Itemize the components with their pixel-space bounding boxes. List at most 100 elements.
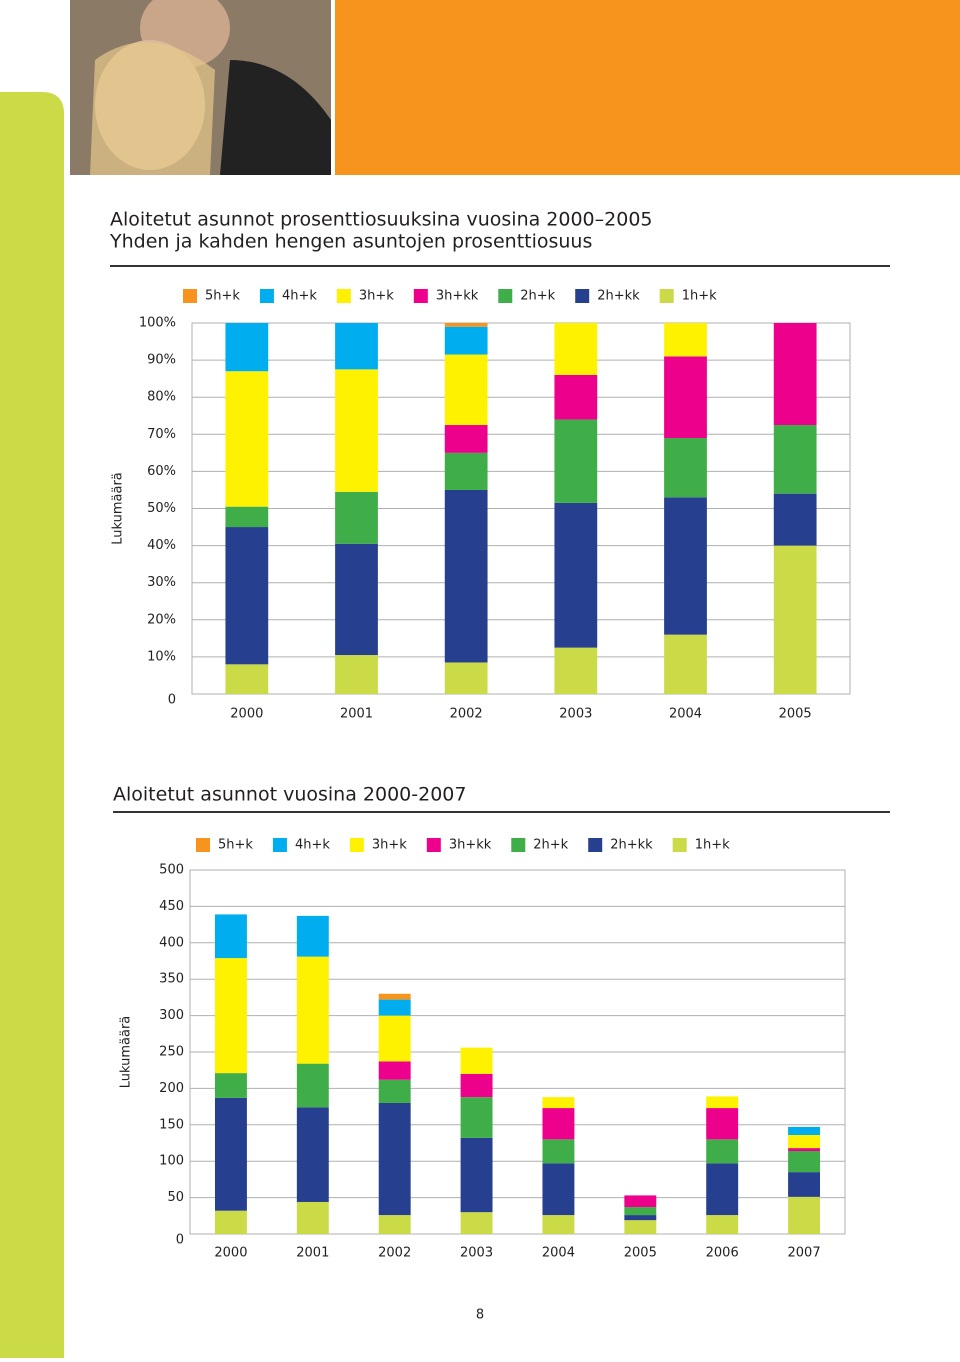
legend-swatch [575,289,590,303]
y-tick-label: 50% [147,501,176,516]
x-tick-label: 2003 [559,707,592,722]
x-tick-label: 2002 [450,707,483,722]
legend-label: 1h+k [695,838,730,853]
legend-swatch [672,838,687,852]
x-tick-label: 2003 [460,1246,493,1261]
bar-segment [554,323,598,375]
y-tick-label: 60% [147,464,176,479]
legend-label: 5h+k [205,289,240,304]
legend-label: 2h+kk [610,838,653,853]
y-tick-label: 350 [159,972,184,987]
bar-segment [664,356,707,439]
bar-segment [706,1139,739,1164]
bar-segment [335,655,378,694]
x-tick-label: 2005 [779,707,812,722]
y-tick-label: 0 [176,1233,184,1248]
bar-segment [542,1097,575,1109]
bar-segment [788,1151,821,1173]
y-tick-label: 20% [147,612,176,627]
bar-segment [214,1073,247,1098]
legend-swatch [196,838,210,852]
bar-segment [460,1047,493,1074]
bar-segment [296,956,329,1064]
bar-segment [214,1210,247,1234]
y-tick-label: 200 [159,1081,184,1096]
bar-segment [554,374,598,420]
bar-segment [460,1097,493,1138]
bar-segment [225,371,269,507]
legend-label: 4h+k [295,838,330,853]
bar-segment [554,419,598,503]
bar-segment [706,1163,739,1216]
x-tick-label: 2001 [296,1246,329,1261]
y-axis-label: Lukumäärä [111,472,126,545]
bar-segment [554,647,598,694]
legend-label: 4h+k [282,289,317,304]
chart-subtitle: Yhden ja kahden hengen asuntojen prosent… [109,231,592,253]
legend-swatch [272,838,287,852]
legend-swatch [413,289,428,303]
legend-label: 2h+k [533,838,568,853]
bar-segment [788,1126,821,1135]
bar-segment [460,1212,493,1234]
bar-segment [296,915,329,957]
legend-swatch [336,289,351,303]
plot-frame [191,322,851,695]
y-tick-label: 100 [159,1154,184,1169]
x-tick-label: 2005 [624,1246,657,1261]
bar-segment [444,662,488,694]
bar-segment [378,1102,411,1216]
legend-label: 2h+kk [597,289,640,304]
legend-swatch [259,289,274,303]
bar-segment [542,1163,575,1216]
legend-label: 3h+kk [436,289,479,304]
bar-segment [788,1134,821,1149]
bar-segment [542,1108,575,1140]
bar-segment [378,999,411,1016]
bar-segment [788,1196,821,1234]
bar-segment [296,1063,329,1108]
bar-segment [444,326,488,355]
plot-frame [189,869,846,1235]
bar-segment [773,545,817,694]
bar-segment [225,323,269,372]
y-tick-label: 30% [147,575,176,590]
bar-segment [335,491,378,544]
legend-label: 3h+k [372,838,407,853]
bar-segment [554,502,598,648]
bar-segment [773,323,817,426]
legend-label: 3h+kk [449,838,492,853]
bar-segment [773,493,817,546]
x-tick-label: 2001 [340,707,373,722]
legend-swatch [498,289,513,303]
bar-segment [444,323,488,327]
bar-segment [214,914,247,959]
bar-segment [225,527,269,665]
bar-segment [624,1207,657,1216]
bar-segment [335,369,378,492]
y-tick-label: 100% [139,316,176,331]
y-tick-label: 300 [159,1008,184,1023]
bar-segment [444,354,488,426]
bar-segment [225,664,269,694]
y-tick-label: 0 [168,693,176,708]
x-tick-label: 2004 [669,707,702,722]
legend-swatch [349,838,364,852]
y-tick-label: 150 [159,1117,184,1132]
y-axis-label: Lukumäärä [119,1016,134,1089]
legend-label: 2h+k [520,289,555,304]
x-tick-label: 2004 [542,1246,575,1261]
bar-segment [664,634,707,694]
legend-swatch [588,838,603,852]
legend-swatch [659,289,674,303]
y-tick-label: 80% [147,390,176,405]
bar-segment [624,1195,657,1208]
bar-segment [214,1097,247,1211]
bar-segment [706,1215,739,1234]
legend-swatch [183,289,197,303]
bar-segment [624,1215,657,1221]
bar-segment [444,452,488,490]
bar-segment [444,489,488,663]
